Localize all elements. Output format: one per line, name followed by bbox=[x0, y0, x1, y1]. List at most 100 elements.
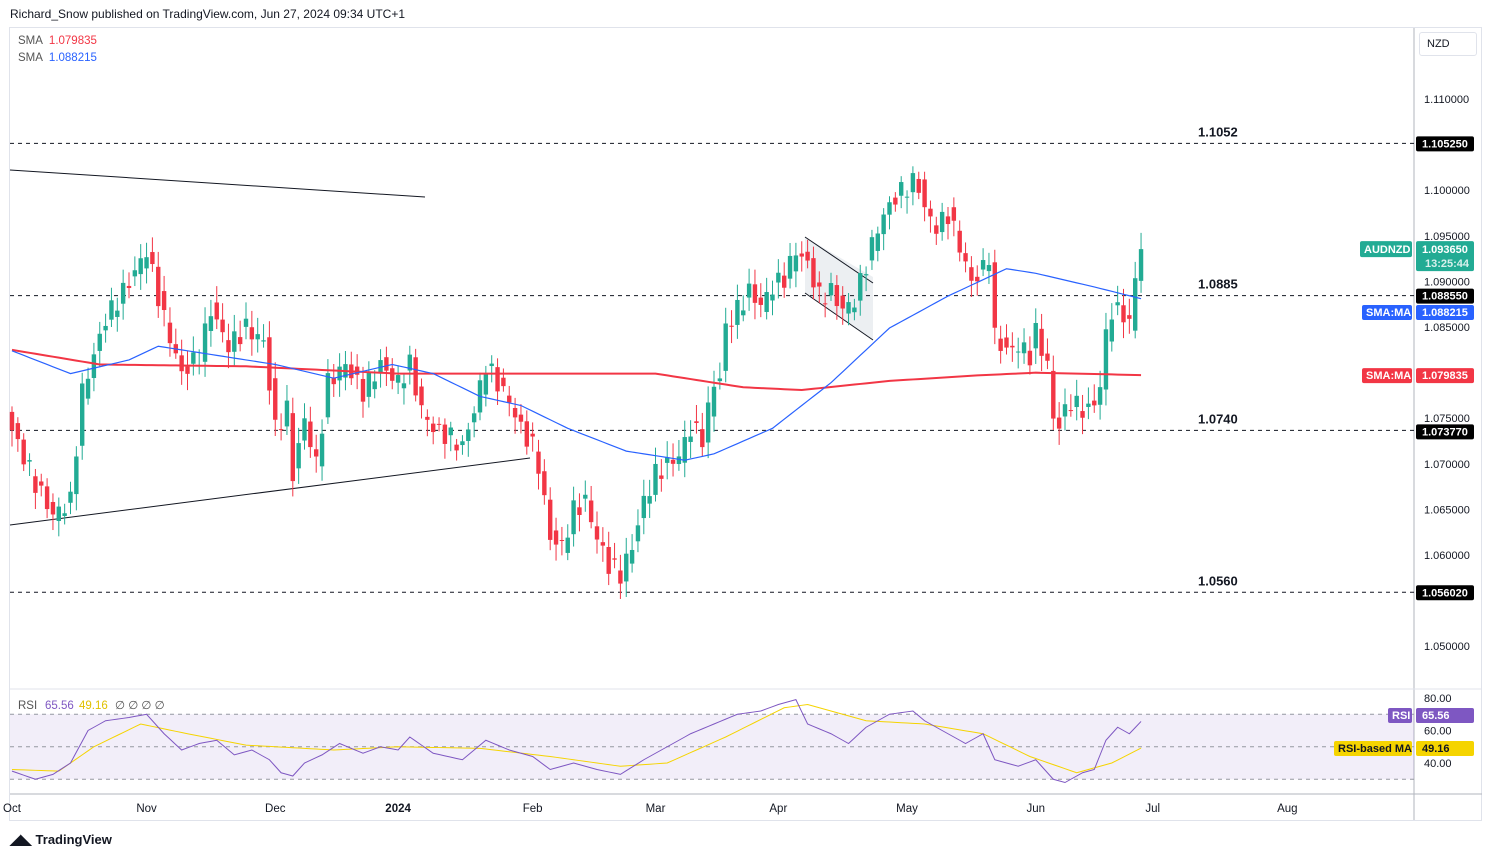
candle-body bbox=[50, 501, 56, 515]
rsi-tick-label: 40.00 bbox=[1424, 758, 1452, 770]
trendline-upper bbox=[9, 169, 426, 198]
candle-body bbox=[1027, 350, 1033, 366]
candle-body bbox=[600, 542, 606, 546]
candle-body bbox=[401, 383, 407, 389]
time-tick-label: Jul bbox=[1145, 803, 1160, 815]
candle-body bbox=[624, 553, 629, 582]
time-tick-label: Aug bbox=[1277, 803, 1297, 815]
candle-body bbox=[284, 400, 290, 427]
candle-body bbox=[290, 413, 295, 482]
currency-button[interactable]: NZD bbox=[1419, 32, 1477, 56]
candle-body bbox=[249, 327, 255, 340]
candle-body bbox=[436, 423, 442, 425]
candle-body bbox=[928, 208, 933, 217]
sma-50-line bbox=[11, 268, 1142, 461]
candle-body bbox=[834, 285, 840, 307]
candle-body bbox=[1010, 345, 1015, 348]
sma200-tag-value-bg bbox=[1416, 368, 1474, 384]
candle-body bbox=[1121, 305, 1126, 323]
candle-body bbox=[887, 202, 892, 215]
time-tick-label: Feb bbox=[523, 803, 543, 815]
candle-body bbox=[191, 352, 196, 364]
sma50-tag-label-bg bbox=[1362, 305, 1412, 320]
tradingview-logo[interactable]: ◢◣ TradingView bbox=[10, 831, 112, 848]
candle-body bbox=[700, 429, 705, 448]
candle-body bbox=[758, 297, 763, 305]
candle-body bbox=[1133, 278, 1138, 331]
tv-logo-icon: ◢◣ bbox=[10, 831, 32, 847]
candle-body bbox=[559, 540, 565, 542]
candle-body bbox=[1021, 342, 1027, 354]
candle-body bbox=[817, 282, 822, 287]
level-label: 1.0560 bbox=[1198, 573, 1238, 588]
candle-body bbox=[243, 318, 249, 327]
candle-body bbox=[782, 275, 787, 288]
candle-body bbox=[536, 451, 541, 474]
candle-body bbox=[612, 558, 617, 560]
sma200-tag-value: 1.079835 bbox=[1422, 370, 1468, 382]
candle-body bbox=[138, 258, 143, 275]
legend-value: 1.079835 bbox=[48, 35, 97, 47]
price-tick-label: 1.095000 bbox=[1424, 231, 1470, 243]
time-tick-label: Nov bbox=[136, 803, 157, 815]
candle-body bbox=[1109, 319, 1114, 342]
candle-body bbox=[735, 299, 740, 325]
candle-body bbox=[74, 456, 79, 495]
candle-body bbox=[395, 375, 401, 383]
candle-body bbox=[202, 323, 208, 362]
candle-body bbox=[1138, 249, 1144, 281]
symbol-tag-bg bbox=[1360, 241, 1412, 258]
candle-body bbox=[1074, 395, 1079, 408]
candle-body bbox=[682, 437, 687, 463]
time-tick-label: Dec bbox=[265, 803, 286, 815]
candle-body bbox=[741, 310, 746, 316]
candle-body bbox=[442, 424, 448, 444]
candle-body bbox=[594, 526, 600, 540]
candle-body bbox=[261, 340, 266, 342]
candle-body bbox=[273, 378, 278, 420]
candle-body bbox=[647, 496, 652, 504]
time-tick-label: Oct bbox=[3, 803, 22, 815]
candle-body bbox=[688, 436, 693, 442]
rsi-tag-label: RSI bbox=[1392, 710, 1410, 722]
price-tick-label: 1.050000 bbox=[1424, 641, 1470, 653]
candle-body bbox=[27, 460, 32, 462]
legend-sma-50: SMA 1.088215 bbox=[18, 52, 97, 64]
candle-body bbox=[255, 334, 260, 340]
candle-body bbox=[524, 421, 529, 447]
candle-body bbox=[1062, 404, 1068, 417]
candle-body bbox=[419, 386, 424, 406]
candle-body bbox=[869, 237, 875, 261]
candle-body bbox=[156, 266, 161, 307]
time-tick-label: Jun bbox=[1026, 803, 1045, 815]
candle-body bbox=[694, 421, 699, 423]
candle-body bbox=[483, 373, 489, 395]
candle-body bbox=[776, 272, 781, 283]
candle-body bbox=[378, 360, 383, 373]
candle-body bbox=[185, 366, 190, 374]
time-tick-label: Apr bbox=[769, 803, 787, 815]
candle-body bbox=[68, 491, 73, 503]
candle-body bbox=[232, 331, 237, 352]
candle-body bbox=[109, 300, 114, 320]
candle-body bbox=[975, 276, 980, 282]
candle-body bbox=[676, 456, 682, 465]
candle-body bbox=[132, 270, 138, 277]
rsi-line bbox=[11, 699, 1142, 784]
sma200-tag-label-bg bbox=[1362, 368, 1412, 384]
candle-body bbox=[606, 547, 611, 574]
candle-body bbox=[33, 476, 38, 493]
candle-body bbox=[460, 441, 465, 446]
candle-body bbox=[507, 395, 512, 403]
candle-body bbox=[583, 494, 588, 499]
candle-body bbox=[1033, 323, 1038, 349]
footer-brand: TradingView bbox=[35, 832, 112, 847]
time-tick-label: May bbox=[896, 803, 918, 815]
candle-body bbox=[910, 173, 916, 193]
candle-body bbox=[80, 383, 85, 446]
candle-body bbox=[1092, 400, 1097, 406]
candle-body bbox=[1051, 370, 1056, 419]
candle-body bbox=[893, 197, 898, 205]
rsi-tag-value-bg bbox=[1416, 708, 1474, 723]
